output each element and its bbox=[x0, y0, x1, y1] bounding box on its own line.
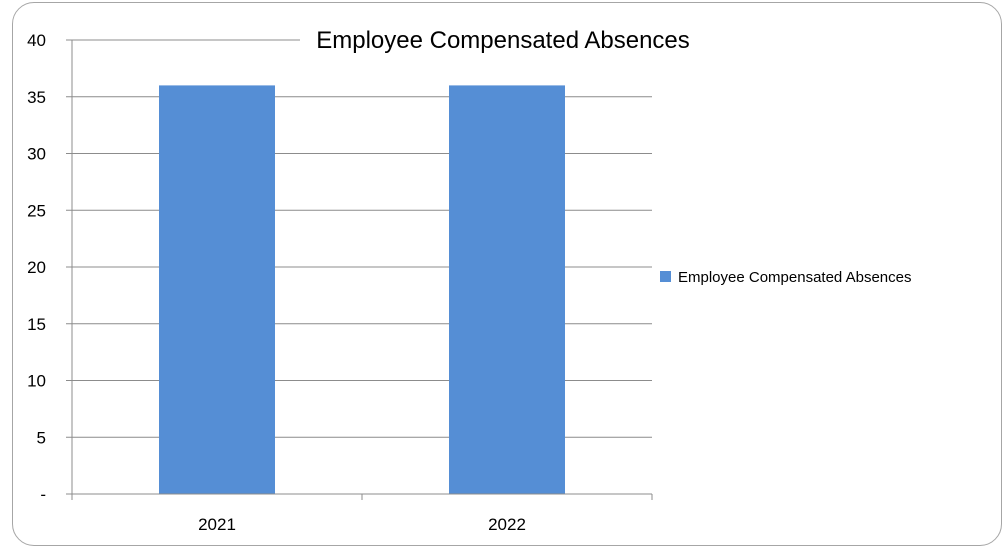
x-tick-labels: 2021 2022 bbox=[71, 494, 653, 534]
y-tick-label: 15 bbox=[27, 315, 46, 334]
y-tick-label: 30 bbox=[27, 145, 46, 164]
chart-title: Employee Compensated Absences bbox=[316, 27, 690, 54]
chart-title-background bbox=[300, 22, 706, 56]
y-tick-label: 35 bbox=[27, 88, 46, 107]
bars bbox=[159, 85, 565, 495]
y-tick-labels: - 5 10 15 20 25 30 35 40 bbox=[27, 31, 72, 504]
legend: Employee Compensated Absences bbox=[660, 269, 911, 286]
y-tick-label: 5 bbox=[37, 428, 46, 447]
bar-2022 bbox=[449, 85, 565, 495]
x-tick-label: 2022 bbox=[488, 515, 526, 534]
y-tick-label: 10 bbox=[27, 372, 46, 391]
y-tick-label: 20 bbox=[27, 258, 46, 277]
x-tick-label: 2021 bbox=[198, 515, 236, 534]
y-tick-label: 40 bbox=[27, 31, 46, 50]
legend-label: Employee Compensated Absences bbox=[678, 269, 911, 286]
y-tick-label: - bbox=[40, 485, 46, 504]
bar-2021 bbox=[159, 85, 275, 495]
legend-swatch bbox=[660, 271, 671, 282]
y-tick-label: 25 bbox=[27, 201, 46, 220]
